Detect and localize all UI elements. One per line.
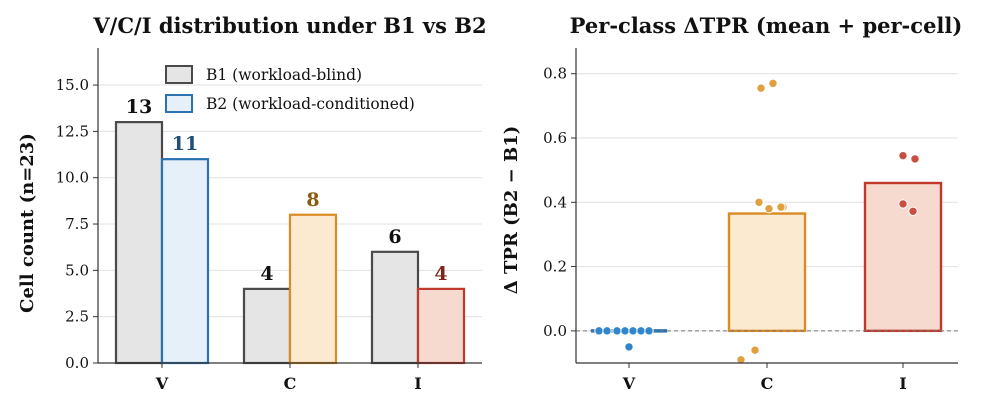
left-x-tick-label-c: C xyxy=(284,374,297,393)
bar-b1-v xyxy=(114,121,164,365)
bar-b2-v xyxy=(160,158,210,365)
right-y-axis-label: Δ TPR (B2 − B1) xyxy=(501,126,522,295)
right-y-tick-label: 0.0 xyxy=(543,322,567,340)
right-x-tick-label-c: C xyxy=(761,374,774,393)
bar-b1-i xyxy=(370,250,420,365)
left-y-tick-label: 12.5 xyxy=(56,122,89,140)
value-label-b2-v: 11 xyxy=(172,133,198,155)
point-c xyxy=(754,197,764,207)
left-x-tick-label-v: V xyxy=(155,374,169,393)
right-points xyxy=(594,78,920,365)
right-x-tick-label-v: V xyxy=(622,374,636,393)
value-label-b1-i: 6 xyxy=(388,226,401,248)
point-c xyxy=(756,83,766,93)
point-v xyxy=(594,326,604,336)
left-y-ticks: 0.0 2.5 5.0 7.5 10.0 12.5 15.0 xyxy=(56,76,98,372)
point-i xyxy=(908,206,918,216)
value-label-b2-i: 4 xyxy=(434,263,447,285)
value-label-b1-v: 13 xyxy=(126,96,152,118)
right-y-tick-label: 0.6 xyxy=(543,129,567,147)
bar-b2-i xyxy=(416,287,466,365)
legend: B1 (workload-blind) B2 (workload-conditi… xyxy=(165,65,415,113)
point-v xyxy=(628,326,638,336)
mean-bar-c xyxy=(727,212,807,333)
point-c xyxy=(764,204,774,214)
point-i xyxy=(898,150,908,161)
point-v xyxy=(636,326,646,336)
point-v xyxy=(612,326,622,336)
left-chart-title: V/C/I distribution under B1 vs B2 xyxy=(92,13,486,38)
value-label-b1-c: 4 xyxy=(260,263,273,285)
left-x-tick-label-i: I xyxy=(414,374,421,393)
left-value-labels: 13 11 4 8 6 4 xyxy=(126,96,448,285)
point-v xyxy=(644,326,654,336)
bar-b1-c xyxy=(242,287,292,365)
legend-swatch-b2 xyxy=(165,94,193,113)
legend-label-b1: B1 (workload-blind) xyxy=(206,66,362,84)
point-i xyxy=(898,199,908,209)
right-chart-title: Per-class ΔTPR (mean + per-cell) xyxy=(570,13,963,38)
value-label-b2-c: 8 xyxy=(306,189,319,211)
point-c xyxy=(750,345,760,355)
point-v xyxy=(624,342,634,352)
point-v xyxy=(620,326,630,336)
right-y-ticks: 0.0 0.2 0.4 0.6 0.8 xyxy=(543,65,576,340)
left-y-tick-label: 7.5 xyxy=(65,215,89,233)
right-x-tick-label-i: I xyxy=(899,374,906,393)
point-c xyxy=(736,355,746,365)
legend-label-b2: B2 (workload-conditioned) xyxy=(206,95,415,113)
legend-swatch-b1 xyxy=(165,65,193,84)
point-c xyxy=(768,78,778,89)
left-bars xyxy=(114,121,466,365)
bar-b2-c xyxy=(288,213,338,365)
left-y-axis-label: Cell count (n=23) xyxy=(17,133,38,313)
left-y-tick-label: 10.0 xyxy=(56,169,89,187)
right-y-tick-label: 0.4 xyxy=(543,193,567,211)
point-i xyxy=(910,154,920,164)
left-chart: V/C/I distribution under B1 vs B2 Cell c… xyxy=(17,13,487,393)
left-y-tick-label: 15.0 xyxy=(56,76,89,94)
left-y-tick-label: 2.5 xyxy=(65,308,89,326)
right-y-tick-label: 0.8 xyxy=(543,65,567,83)
right-y-tick-label: 0.2 xyxy=(543,258,567,276)
left-y-tick-label: 0.0 xyxy=(65,354,89,372)
point-c xyxy=(776,202,786,212)
right-chart: Per-class ΔTPR (mean + per-cell) Δ TPR (… xyxy=(501,13,962,393)
point-v xyxy=(602,326,612,336)
left-y-tick-label: 5.0 xyxy=(65,261,89,279)
